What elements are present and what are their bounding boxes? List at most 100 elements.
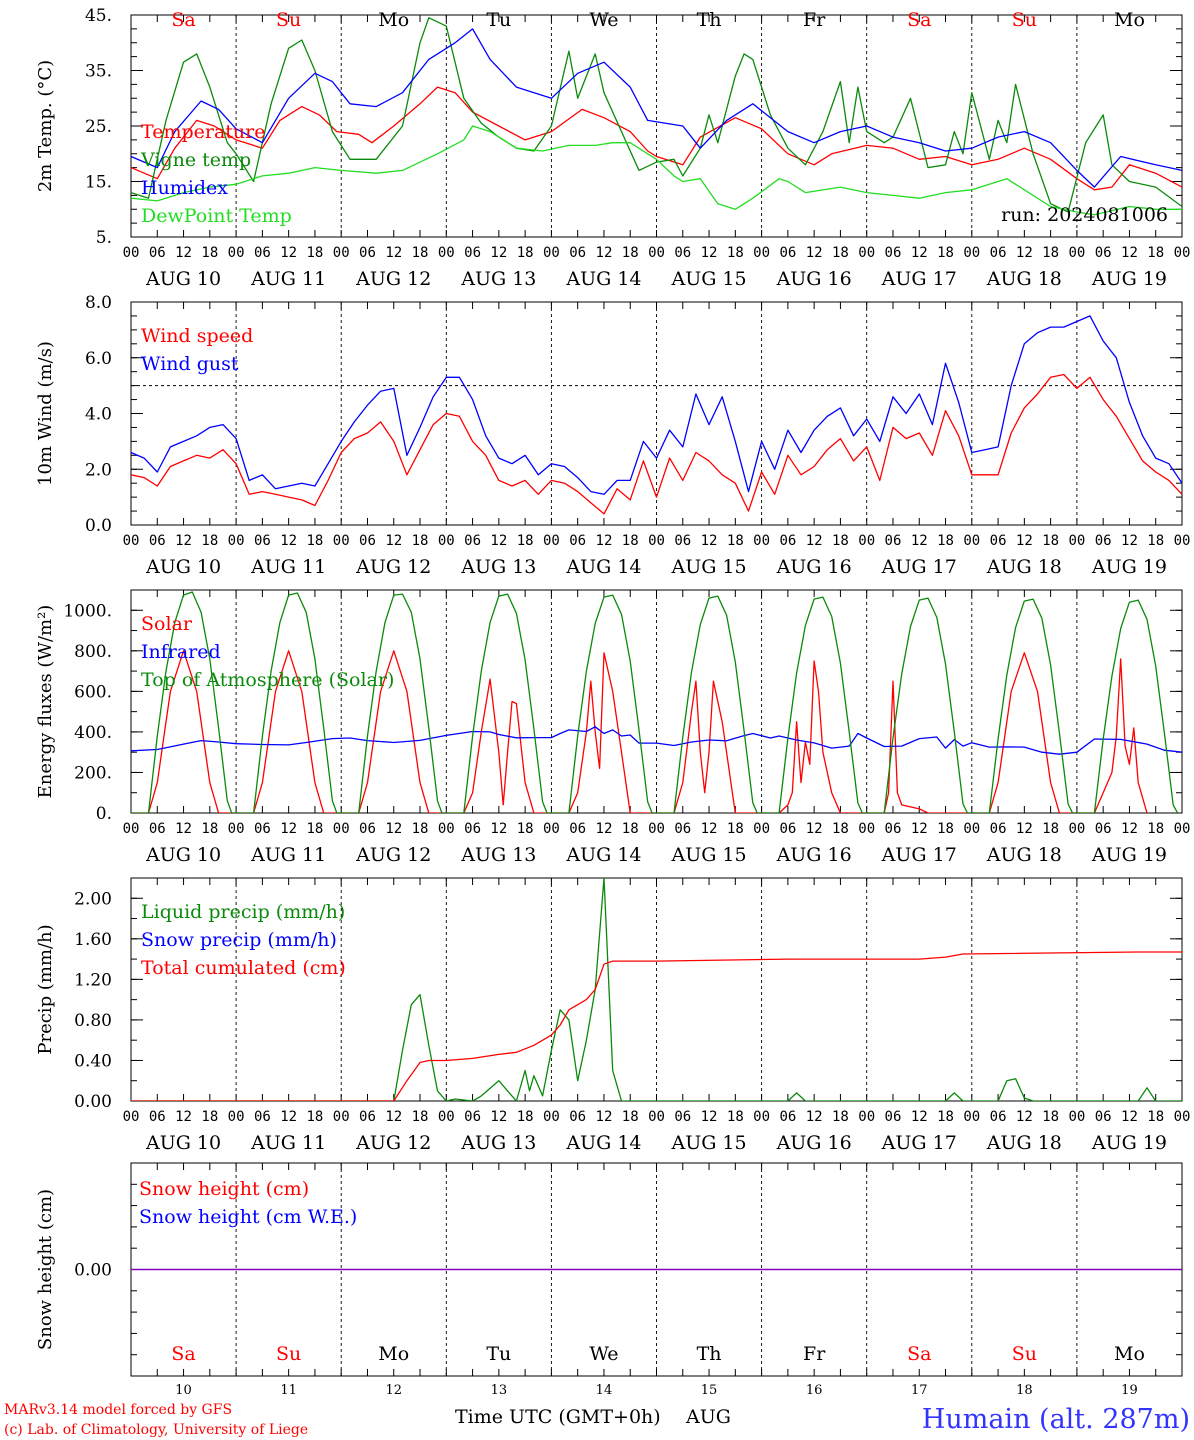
x-hour-label: 12 — [175, 533, 192, 549]
x-hour-label: 12 — [596, 1109, 613, 1125]
series-line-temperature — [131, 86, 1182, 191]
legend-entry: Snow height (cm W.E.) — [139, 1206, 357, 1228]
day-of-week-label: Mo — [1114, 1343, 1145, 1365]
x-hour-label: 06 — [1095, 1109, 1112, 1125]
x-hour-label: 06 — [1095, 245, 1112, 261]
x-hour-label: 00 — [858, 821, 875, 837]
x-hour-label: 06 — [359, 821, 376, 837]
x-date-label: AUG 12 — [355, 556, 431, 578]
x-date-label: AUG 11 — [250, 268, 326, 290]
day-number-label: 12 — [385, 1383, 402, 1398]
x-hour-label: 00 — [963, 533, 980, 549]
x-date-label: AUG 15 — [670, 268, 746, 290]
day-number-label: 11 — [280, 1383, 297, 1398]
day-of-week-label: Su — [276, 9, 301, 31]
x-hour-label: 00 — [648, 821, 665, 837]
day-of-week-label: Fr — [803, 1343, 826, 1365]
day-number-label: 13 — [491, 1383, 508, 1398]
x-hour-label: 06 — [254, 533, 271, 549]
x-axis-month: AUG — [685, 1406, 731, 1428]
x-date-label: AUG 18 — [986, 844, 1062, 866]
station-title: Humain (alt. 287m) — [922, 1404, 1190, 1435]
x-hour-label: 06 — [569, 245, 586, 261]
x-hour-label: 00 — [963, 1109, 980, 1125]
x-hour-label: 06 — [359, 245, 376, 261]
x-date-label: AUG 17 — [881, 556, 957, 578]
x-hour-label: 12 — [490, 245, 507, 261]
x-hour-label: 00 — [123, 1109, 140, 1125]
x-hour-label: 12 — [806, 1109, 823, 1125]
legend-entry: Vigne temp — [140, 149, 251, 171]
day-of-week-label: Su — [276, 1343, 301, 1365]
x-hour-label: 12 — [1121, 821, 1138, 837]
x-hour-label: 18 — [201, 1109, 218, 1125]
x-axis-label: Time UTC (GMT+0h) — [455, 1406, 661, 1428]
series-line-total-cumulated-cm — [131, 951, 1182, 1101]
x-date-label: AUG 15 — [670, 556, 746, 578]
x-date-label: AUG 16 — [776, 556, 852, 578]
x-date-label: AUG 10 — [145, 556, 221, 578]
x-hour-label: 12 — [911, 245, 928, 261]
y-tick-label: 0.40 — [74, 1051, 112, 1071]
day-number-label: 10 — [175, 1383, 192, 1398]
x-hour-label: 18 — [412, 1109, 429, 1125]
x-hour-label: 06 — [254, 821, 271, 837]
x-hour-label: 06 — [885, 821, 902, 837]
x-hour-label: 18 — [306, 533, 323, 549]
x-hour-label: 18 — [412, 821, 429, 837]
x-hour-label: 06 — [464, 245, 481, 261]
x-hour-label: 18 — [201, 533, 218, 549]
x-hour-label: 12 — [1121, 1109, 1138, 1125]
x-hour-label: 06 — [359, 533, 376, 549]
x-hour-label: 00 — [123, 245, 140, 261]
x-hour-label: 06 — [254, 1109, 271, 1125]
x-hour-label: 12 — [175, 1109, 192, 1125]
x-hour-label: 18 — [727, 245, 744, 261]
x-hour-label: 12 — [175, 821, 192, 837]
run-annotation: run: 2024081006 — [1001, 204, 1168, 226]
x-hour-label: 18 — [937, 821, 954, 837]
x-hour-label: 12 — [1121, 533, 1138, 549]
y-tick-label: 0.00 — [74, 1092, 112, 1112]
day-number-label: 18 — [1016, 1383, 1033, 1398]
x-hour-label: 00 — [1174, 245, 1191, 261]
x-hour-label: 18 — [622, 1109, 639, 1125]
x-hour-label: 00 — [1068, 821, 1085, 837]
x-hour-label: 00 — [963, 821, 980, 837]
day-of-week-label: Sa — [171, 9, 195, 31]
x-date-label: AUG 18 — [986, 556, 1062, 578]
x-hour-label: 06 — [149, 1109, 166, 1125]
x-hour-label: 00 — [1174, 1109, 1191, 1125]
series-line-top-of-atmosphere-solar — [131, 591, 1179, 813]
x-hour-label: 12 — [1121, 245, 1138, 261]
x-hour-label: 12 — [490, 1109, 507, 1125]
panel-snow: 0.00 Snow height (cm) Sa Su Mo Tu We Th Fr Sa Su Mo… — [35, 1162, 1183, 1398]
x-hour-label: 06 — [464, 1109, 481, 1125]
day-number-label: 17 — [911, 1383, 928, 1398]
x-hour-label: 00 — [1174, 821, 1191, 837]
x-hour-label: 12 — [280, 533, 297, 549]
x-hour-label: 06 — [1095, 533, 1112, 549]
x-hour-label: 06 — [990, 533, 1007, 549]
day-of-week-label: Mo — [378, 9, 409, 31]
x-hour-label: 06 — [359, 1109, 376, 1125]
lab-credit-text: (c) Lab. of Climatology, University of L… — [4, 1422, 308, 1438]
legend-entry: Humidex — [141, 177, 228, 199]
x-hour-label: 12 — [490, 821, 507, 837]
x-date-label: AUG 10 — [145, 268, 221, 290]
x-date-label: AUG 10 — [145, 844, 221, 866]
y-axis-label: Energy fluxes (W/m²) — [35, 605, 56, 799]
x-hour-label: 12 — [385, 533, 402, 549]
x-hour-label: 12 — [701, 245, 718, 261]
x-hour-label: 12 — [806, 821, 823, 837]
day-of-week-label: Sa — [171, 1343, 195, 1365]
x-date-label: AUG 14 — [565, 844, 641, 866]
x-hour-label: 06 — [149, 821, 166, 837]
x-hour-label: 12 — [911, 533, 928, 549]
x-hour-label: 00 — [438, 245, 455, 261]
x-hour-label: 12 — [596, 821, 613, 837]
x-hour-label: 06 — [254, 245, 271, 261]
series-line-solar — [131, 650, 1148, 813]
x-hour-label: 00 — [438, 821, 455, 837]
